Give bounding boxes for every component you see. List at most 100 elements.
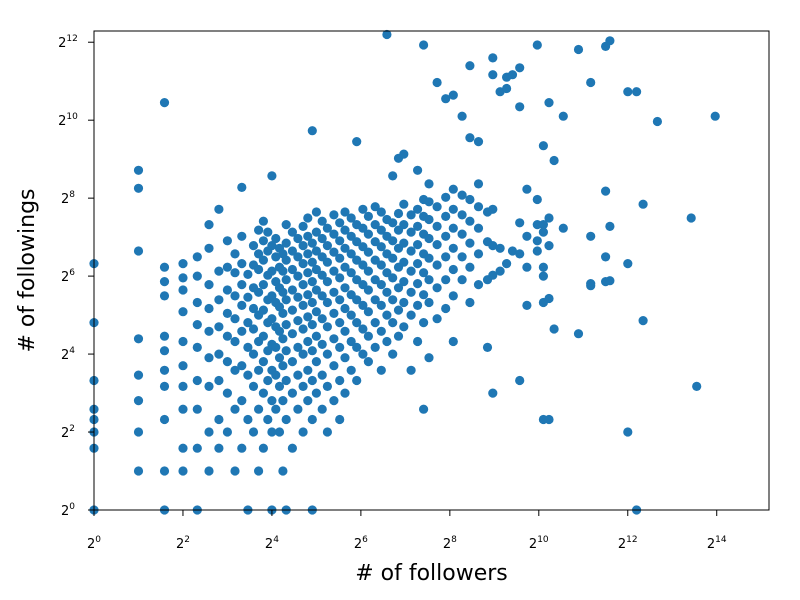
data-point [298, 221, 308, 231]
data-point [317, 314, 327, 324]
data-point [465, 61, 475, 71]
data-point [322, 381, 332, 391]
data-point [287, 264, 297, 275]
data-point [287, 246, 297, 256]
data-point [686, 213, 696, 223]
data-point [303, 312, 313, 322]
data-point [335, 342, 345, 352]
data-point [159, 262, 170, 272]
data-point [278, 466, 288, 476]
data-point [258, 216, 268, 226]
data-point [465, 262, 475, 272]
data-point [281, 414, 291, 425]
data-point [298, 300, 308, 310]
data-point [413, 240, 423, 250]
data-point [281, 255, 291, 265]
data-point [376, 242, 386, 252]
data-point [298, 381, 308, 391]
data-point [586, 279, 596, 289]
data-point [329, 287, 339, 297]
data-point [488, 53, 498, 63]
data-point [178, 466, 188, 476]
data-point [340, 326, 350, 336]
data-points [89, 29, 720, 515]
x-tick-label: 212 [618, 535, 638, 552]
data-point [317, 404, 327, 414]
data-point [278, 361, 288, 371]
data-point [376, 225, 386, 235]
data-point [214, 375, 224, 386]
data-point [376, 300, 386, 310]
data-point [307, 414, 317, 425]
data-point [406, 287, 416, 297]
data-point [311, 246, 321, 256]
data-point [352, 318, 362, 328]
data-point [488, 270, 498, 280]
data-point [178, 381, 188, 391]
data-point [287, 443, 297, 453]
data-point [346, 336, 356, 347]
data-point [281, 346, 291, 356]
data-point [293, 316, 303, 326]
data-point [317, 339, 327, 349]
data-point [230, 268, 240, 278]
data-point [237, 231, 247, 241]
data-point [710, 111, 720, 121]
data-point [370, 202, 380, 212]
data-point [399, 322, 409, 332]
data-point [335, 295, 345, 305]
data-point [230, 365, 240, 375]
data-point [346, 249, 356, 259]
data-point [352, 375, 362, 386]
data-point [335, 318, 345, 328]
data-point [278, 287, 288, 297]
data-point [358, 324, 368, 334]
data-point [254, 404, 264, 414]
data-point [271, 252, 281, 262]
data-point [281, 220, 291, 230]
data-point [329, 308, 339, 318]
data-point [204, 303, 214, 314]
data-point [159, 291, 170, 301]
data-point [393, 283, 404, 293]
data-point [448, 184, 458, 194]
data-point [178, 273, 188, 283]
data-point [307, 297, 317, 308]
data-point [370, 275, 380, 285]
data-point [281, 295, 291, 305]
data-point [254, 287, 264, 297]
data-point [298, 349, 308, 359]
data-point [419, 404, 429, 414]
data-point [214, 349, 224, 359]
data-point [393, 305, 404, 315]
data-point [258, 388, 268, 398]
data-point [448, 264, 458, 275]
data-point [281, 238, 291, 248]
data-point [222, 357, 232, 367]
data-point [178, 361, 188, 371]
data-point [293, 342, 303, 352]
data-point [307, 346, 317, 356]
data-point [488, 241, 498, 251]
data-point [370, 255, 380, 265]
data-point [329, 334, 339, 344]
data-point [307, 257, 317, 267]
data-point [399, 277, 409, 287]
data-point [254, 365, 264, 375]
data-point [488, 70, 498, 80]
data-point [382, 287, 392, 297]
data-point [230, 336, 240, 347]
data-point [352, 275, 362, 285]
data-point [248, 381, 259, 391]
data-point [441, 231, 451, 241]
data-point [267, 314, 277, 324]
data-point [495, 266, 505, 276]
data-point [159, 346, 170, 356]
data-point [532, 40, 542, 50]
x-tick-label: 210 [529, 535, 549, 552]
data-point [243, 269, 253, 279]
x-tick-label: 26 [354, 535, 368, 552]
data-point [352, 295, 362, 305]
data-point [363, 266, 373, 276]
data-point [515, 63, 525, 73]
